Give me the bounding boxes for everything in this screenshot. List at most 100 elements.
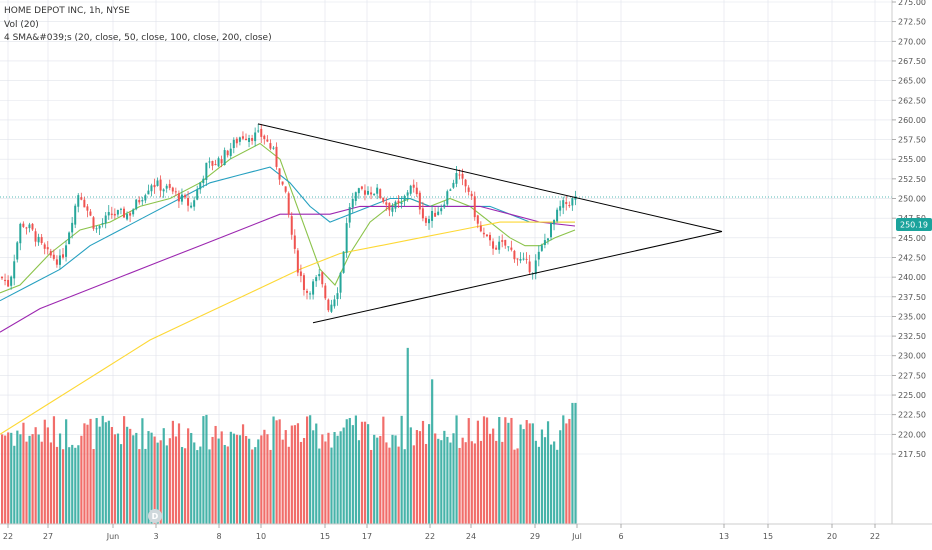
volume-bar: [345, 419, 348, 524]
candle-body: [238, 137, 241, 142]
sma-line: [0, 205, 576, 333]
time-tick-label: 3: [153, 532, 158, 541]
candle-body: [162, 189, 165, 192]
candle-body: [147, 190, 150, 195]
candle-body: [467, 187, 470, 192]
volume-bar: [31, 434, 34, 524]
price-tick-label: 222.50: [898, 411, 926, 420]
volume-bar: [489, 433, 492, 524]
candle-body: [406, 192, 409, 196]
volume-bar: [281, 439, 284, 524]
candle-body: [397, 200, 400, 204]
candle-body: [431, 211, 434, 221]
time-tick-label: 6: [618, 532, 623, 541]
volume-bar: [440, 440, 443, 524]
candle-body: [565, 202, 568, 205]
candle-body: [553, 219, 556, 225]
event-marker-dividend[interactable]: D: [148, 509, 162, 523]
candle-body: [452, 182, 455, 188]
candle-body: [446, 191, 449, 205]
candle-body: [126, 214, 129, 220]
candle-body: [199, 182, 202, 190]
volume-bar: [534, 440, 537, 524]
volume-bar: [150, 432, 153, 524]
candle-body: [119, 208, 122, 210]
candle-body: [16, 242, 19, 260]
candle-body: [458, 174, 461, 176]
sma-indicator-label[interactable]: 4 SMA&#039;s (20, close, 50, close, 100,…: [4, 33, 272, 43]
candle-body: [522, 258, 525, 260]
candle-body: [424, 217, 427, 223]
volume-bar: [95, 418, 98, 524]
candle-body: [379, 189, 382, 199]
chart-grid: [0, 0, 892, 524]
volume-bar: [22, 422, 25, 524]
candle-body: [211, 161, 214, 166]
volume-bar: [80, 435, 83, 524]
volume-bar: [4, 435, 7, 524]
time-tick-label: 29: [530, 532, 540, 541]
candle-body: [68, 232, 71, 245]
volume-bar: [248, 438, 251, 524]
candle-body: [418, 192, 421, 210]
candle-body: [345, 223, 348, 253]
candle-body: [223, 150, 226, 166]
candle-body: [132, 209, 135, 215]
volume-bar: [1, 434, 4, 524]
volume-bar: [516, 448, 519, 524]
volume-bar: [260, 435, 263, 524]
candle-body: [437, 211, 440, 215]
volume-bar: [449, 442, 452, 524]
volume-bar: [501, 441, 504, 524]
volume-bar: [525, 420, 528, 524]
volume-bar: [546, 421, 550, 524]
candle-body: [34, 231, 37, 242]
volume-bar: [476, 420, 479, 524]
price-tick-label: 235.00: [898, 312, 926, 321]
volume-bar: [373, 434, 376, 524]
volume-bar: [162, 428, 165, 524]
volume-bar: [28, 435, 31, 524]
volume-bar: [351, 425, 354, 524]
volume-bar: [397, 446, 400, 524]
candle-body: [19, 223, 22, 244]
volume-bar: [65, 419, 68, 524]
price-tick-label: 270.00: [898, 37, 926, 46]
volume-bar: [7, 432, 10, 524]
volume-bar: [388, 447, 391, 524]
candle-body: [360, 186, 363, 189]
candle-body: [263, 135, 266, 139]
candle-body: [293, 235, 296, 249]
candle-body: [49, 251, 52, 256]
volume-bar: [275, 420, 278, 524]
candlesticks: [1, 123, 577, 314]
volume-bar: [126, 426, 129, 524]
candle-body: [272, 147, 275, 149]
candle-body: [260, 128, 263, 137]
volume-indicator-label[interactable]: Vol (20): [4, 20, 39, 30]
volume-bar: [434, 433, 437, 524]
volume-bar: [251, 449, 254, 524]
candle-body: [135, 199, 138, 210]
price-axis[interactable]: 275.00 272.50 270.00 267.50 265.00 262.50 260.…: [892, 0, 926, 459]
time-axis[interactable]: 22 27 Jun 3 8 10 15 17 22 24 29 Jul 6 13 15 20 22: [3, 524, 880, 541]
volume-bar: [522, 429, 525, 524]
candle-body: [382, 197, 385, 202]
candle-body: [77, 195, 80, 207]
candle-body: [138, 200, 141, 203]
volume-bar: [574, 402, 577, 524]
volume-bars: [1, 347, 577, 524]
candle-body: [339, 272, 342, 293]
volume-bar: [278, 419, 281, 524]
volume-bar: [391, 434, 394, 524]
candle-body: [123, 208, 125, 218]
candle-body: [171, 187, 174, 192]
sma-line: [0, 221, 575, 435]
candle-body: [333, 299, 336, 307]
candle-body: [287, 193, 290, 215]
time-tick-label: Jun: [106, 532, 120, 541]
candle-body: [83, 199, 86, 208]
triangle-trendlines[interactable]: [257, 123, 723, 324]
candle-body: [58, 255, 61, 265]
